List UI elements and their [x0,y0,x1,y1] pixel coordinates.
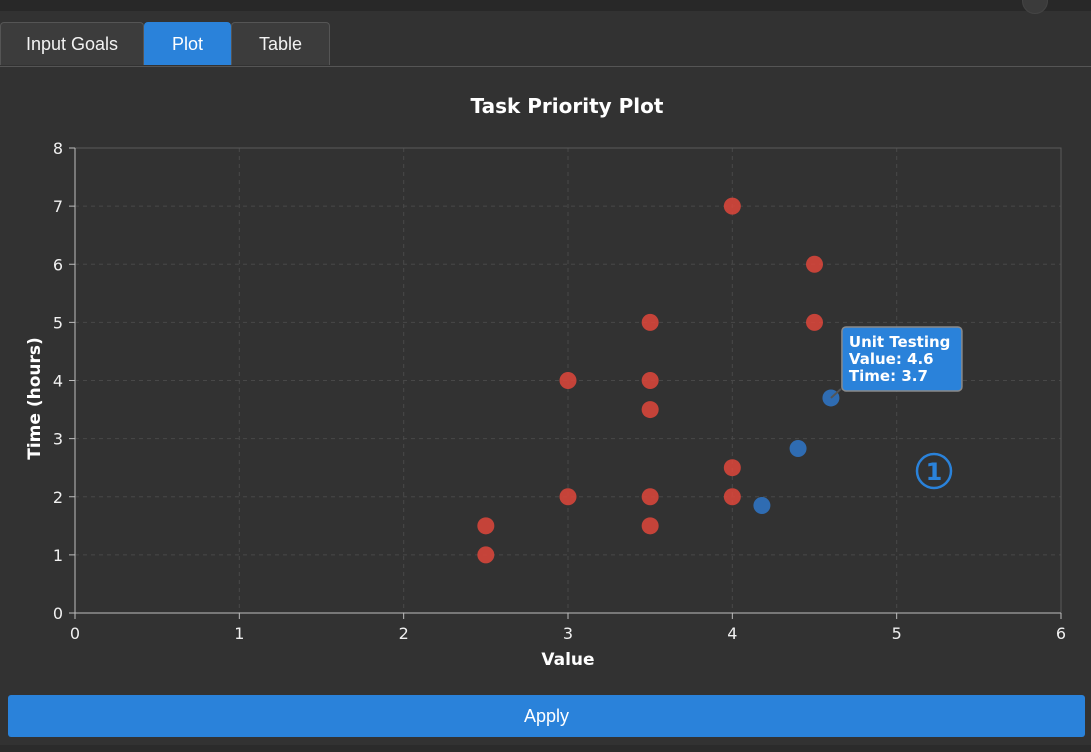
red-data-point[interactable] [559,372,577,389]
chart-axes: 0 1 2 3 4 5 6 0 1 2 3 4 5 6 7 8 [53,139,1066,643]
red-data-point[interactable] [723,197,741,215]
y-tick-label: 6 [53,255,63,274]
blue-data-point[interactable] [753,496,771,514]
tab-input-goals[interactable]: Input Goals [0,22,144,65]
x-axis-label: Value [541,650,594,670]
red-data-point[interactable] [641,488,659,506]
tooltip-box [841,326,963,392]
red-data-point[interactable] [559,488,577,506]
tab-table[interactable]: Table [231,22,330,65]
red-data-point[interactable] [723,459,741,477]
y-tick-label: 0 [53,604,63,623]
red-data-point[interactable] [806,313,823,331]
window-control-button[interactable] [1022,0,1048,14]
chart-title: Task Priority Plot [471,94,664,118]
x-tick-label: 0 [70,624,80,643]
bottom-strip [0,745,1091,752]
tab-divider [0,66,1091,67]
y-tick-label: 5 [53,313,63,332]
tooltip-line: Time: 3.7 [849,367,928,385]
y-tick-label: 2 [53,488,63,507]
apply-button[interactable]: Apply [8,695,1085,737]
window-top-bar [0,0,1091,14]
tooltip-line: Value: 4.6 [849,350,934,368]
red-data-point[interactable] [641,372,659,389]
y-tick-label: 7 [53,197,63,216]
annotation-marker: 1 [915,452,953,490]
red-data-point[interactable] [641,401,659,419]
x-tick-label: 3 [563,624,573,643]
y-axis-label: Time (hours) [25,337,45,460]
y-tick-label: 3 [53,430,63,449]
red-data-point[interactable] [723,488,741,506]
plot-panel [0,67,1091,752]
tooltip-line: Unit Testing [849,333,950,351]
red-data-point[interactable] [806,255,823,273]
tab-bar: Input Goals Plot Table [0,22,1091,67]
annotation-circle [915,452,953,490]
y-tick-label: 4 [53,372,63,391]
x-tick-label: 5 [892,624,902,643]
red-data-point[interactable] [641,313,659,331]
x-tick-label: 2 [399,624,409,643]
red-data-point[interactable] [477,517,495,535]
tooltip-pointer [830,388,842,399]
x-tick-label: 1 [234,624,244,643]
x-tick-label: 4 [727,624,737,643]
blue-data-point[interactable] [789,440,807,458]
y-tick-label: 8 [53,139,63,158]
y-tick-label: 1 [53,546,63,565]
red-data-point[interactable] [641,517,659,535]
annotation-number: 1 [926,458,943,486]
red-data-point[interactable] [477,546,495,564]
tab-plot[interactable]: Plot [144,22,231,65]
x-tick-label: 6 [1056,624,1066,643]
task-priority-chart: Task Priority Plot 0 1 2 3 4 5 6 0 1 2 3 4 5 6 7 8 Valu… [25,94,1066,670]
